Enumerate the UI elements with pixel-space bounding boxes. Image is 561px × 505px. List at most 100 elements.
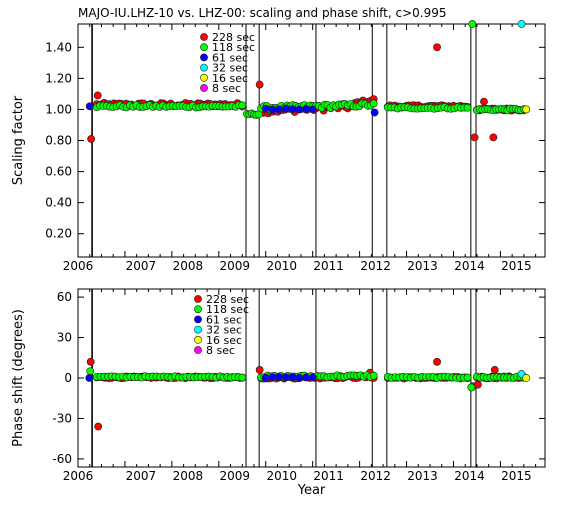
legend-label: 16 sec bbox=[212, 72, 248, 85]
legend-label: 32 sec bbox=[206, 324, 242, 337]
data-point bbox=[489, 133, 498, 142]
x-tick-label: 2009 bbox=[220, 259, 251, 273]
data-point bbox=[369, 371, 378, 380]
x-tick-label: 2012 bbox=[360, 259, 391, 273]
data-point bbox=[86, 357, 95, 366]
y-tick-label: -60 bbox=[52, 452, 72, 466]
y-tick-label: 1.40 bbox=[45, 40, 72, 54]
y-tick-label: -30 bbox=[52, 411, 72, 425]
data-point bbox=[463, 103, 472, 112]
y-tick-label: 60 bbox=[57, 290, 72, 304]
y-tick-label: 0 bbox=[64, 371, 72, 385]
legend-marker bbox=[200, 33, 208, 41]
data-point bbox=[522, 374, 531, 382]
data-point bbox=[238, 373, 247, 382]
data-point bbox=[261, 104, 270, 113]
legend-label: 16 sec bbox=[206, 334, 242, 347]
y-tick-label: 0.60 bbox=[45, 165, 72, 179]
legend-marker bbox=[194, 315, 202, 324]
y-tick-label: 1.00 bbox=[45, 102, 72, 116]
y-tick-label: 30 bbox=[57, 331, 72, 345]
x-tick-label: 2007 bbox=[126, 469, 157, 483]
x-tick-label: 2014 bbox=[454, 259, 485, 273]
data-point bbox=[268, 105, 277, 114]
x-tick-label: 2006 bbox=[63, 259, 94, 273]
y-axis-label: Phase shift (degrees) bbox=[11, 309, 26, 447]
legend-label: 118 sec bbox=[212, 41, 255, 54]
data-point bbox=[87, 135, 96, 143]
scaling-panel: MAJO-IU.LHZ-10 vs. LHZ-00: scaling and p… bbox=[11, 6, 546, 273]
data-point bbox=[433, 43, 441, 52]
y-tick-label: 0.20 bbox=[45, 227, 72, 241]
data-point bbox=[295, 373, 304, 382]
legend-label: 8 sec bbox=[206, 344, 235, 357]
data-point bbox=[480, 97, 488, 106]
legend-label: 32 sec bbox=[212, 62, 248, 75]
legend-marker bbox=[194, 305, 202, 314]
data-point bbox=[275, 373, 284, 381]
legend-marker bbox=[194, 346, 202, 354]
data-point bbox=[93, 91, 102, 100]
legend-label: 228 sec bbox=[212, 31, 255, 44]
x-tick-label: 2007 bbox=[126, 259, 157, 273]
data-point bbox=[302, 373, 310, 382]
legend-label: 8 sec bbox=[212, 82, 241, 95]
legend-label: 61 sec bbox=[212, 51, 248, 64]
data-point bbox=[467, 383, 476, 392]
data-point bbox=[85, 374, 94, 382]
data-point bbox=[463, 373, 472, 382]
x-tick-label: 2006 bbox=[63, 469, 94, 483]
legend-marker bbox=[194, 325, 202, 334]
data-point bbox=[517, 20, 526, 28]
data-point bbox=[288, 373, 297, 381]
legend-marker bbox=[194, 335, 202, 344]
y-tick-label: 0.80 bbox=[45, 134, 72, 148]
x-axis-label: Year bbox=[297, 483, 326, 498]
y-tick-label: 0.40 bbox=[45, 196, 72, 210]
x-tick-label: 2011 bbox=[313, 259, 344, 273]
data-point bbox=[86, 367, 95, 376]
x-tick-label: 2012 bbox=[360, 469, 391, 483]
data-point bbox=[308, 105, 317, 114]
legend-label: 228 sec bbox=[206, 293, 249, 306]
x-tick-label: 2013 bbox=[407, 259, 438, 273]
legend-label: 61 sec bbox=[206, 313, 242, 326]
data-point bbox=[238, 101, 247, 110]
data-point bbox=[255, 366, 264, 374]
legend-marker bbox=[200, 84, 208, 92]
x-tick-label: 2009 bbox=[220, 469, 251, 483]
data-point bbox=[85, 102, 94, 111]
data-point bbox=[308, 373, 317, 382]
data-point bbox=[275, 105, 284, 114]
x-tick-label: 2010 bbox=[266, 469, 297, 483]
data-point bbox=[370, 108, 379, 117]
x-tick-label: 2013 bbox=[407, 469, 438, 483]
legend-marker bbox=[194, 295, 202, 303]
x-tick-label: 2011 bbox=[313, 469, 344, 483]
data-point bbox=[468, 20, 477, 28]
x-tick-label: 2015 bbox=[501, 259, 532, 273]
data-point bbox=[470, 133, 479, 142]
data-point bbox=[433, 357, 441, 366]
y-axis-label: Scaling factor bbox=[11, 95, 26, 185]
data-point bbox=[281, 373, 290, 382]
data-points bbox=[85, 357, 531, 431]
y-tick-label: 1.20 bbox=[45, 71, 72, 85]
legend-marker bbox=[200, 43, 208, 52]
data-point bbox=[268, 373, 277, 382]
data-point bbox=[522, 105, 531, 114]
x-tick-label: 2008 bbox=[173, 469, 204, 483]
data-point bbox=[490, 366, 499, 374]
data-point bbox=[302, 105, 310, 113]
data-point bbox=[261, 373, 270, 382]
data-points bbox=[85, 20, 531, 143]
phase-panel: -60 -30 0 30 60 2006 2007 2008 2009 2010 2011 2012 2… bbox=[11, 288, 546, 498]
legend-marker bbox=[200, 63, 208, 72]
legend-marker bbox=[200, 73, 208, 82]
x-tick-label: 2015 bbox=[501, 469, 532, 483]
legend-label: 118 sec bbox=[206, 303, 249, 316]
data-point bbox=[295, 105, 304, 114]
